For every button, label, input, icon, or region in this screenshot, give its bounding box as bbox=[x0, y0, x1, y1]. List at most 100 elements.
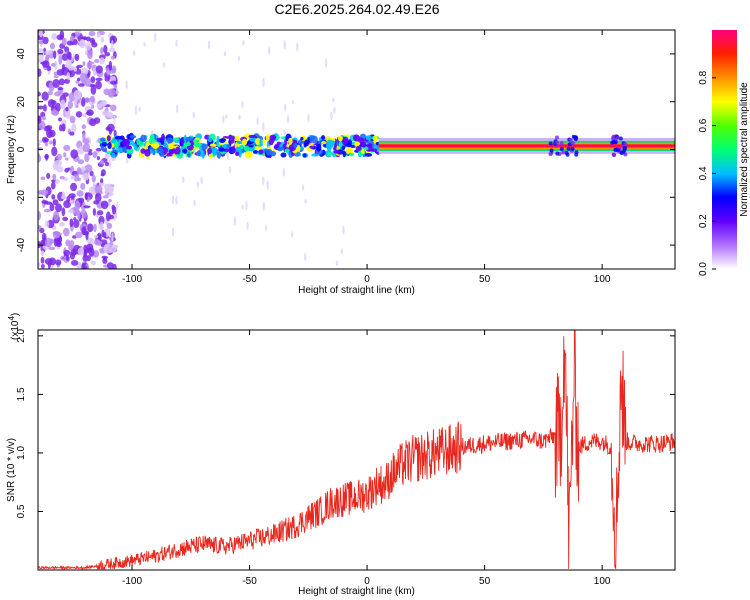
noise-blob bbox=[94, 192, 102, 202]
band-blob bbox=[300, 136, 304, 141]
x-axis-label: Height of straight line (km) bbox=[298, 285, 415, 296]
band-blob bbox=[373, 135, 378, 143]
noise-blob bbox=[58, 55, 63, 66]
noise-blob bbox=[100, 200, 109, 210]
noise-blob bbox=[41, 200, 49, 204]
noise-blob bbox=[61, 53, 69, 61]
noise-blob bbox=[49, 140, 53, 145]
noise-blob bbox=[126, 156, 129, 164]
snr-plot-area bbox=[38, 330, 675, 570]
colorbar-label: Normalized spectral amplitude bbox=[739, 82, 750, 217]
noise-blob bbox=[65, 254, 70, 262]
noise-blob bbox=[38, 139, 43, 144]
band-blob bbox=[302, 153, 307, 158]
band-blob bbox=[228, 134, 233, 141]
noise-blob bbox=[103, 44, 108, 54]
noise-blob bbox=[70, 182, 77, 192]
noise-blob bbox=[262, 201, 266, 211]
band-blob bbox=[233, 135, 241, 142]
noise-blob bbox=[85, 42, 92, 51]
band-blob bbox=[559, 141, 564, 146]
noise-blob bbox=[52, 78, 60, 88]
band-blob bbox=[209, 143, 217, 147]
band-blob bbox=[341, 145, 346, 151]
noise-blob bbox=[79, 39, 86, 49]
noise-blob bbox=[61, 37, 67, 46]
band-blob bbox=[235, 146, 242, 151]
noise-blob bbox=[125, 80, 128, 90]
band-blob bbox=[149, 133, 155, 142]
noise-blob bbox=[193, 199, 196, 207]
band-blob bbox=[173, 137, 180, 141]
noise-blob bbox=[171, 227, 175, 237]
band-blob bbox=[111, 152, 116, 158]
band-blob bbox=[146, 141, 150, 147]
band-blob bbox=[216, 135, 220, 144]
noise-blob bbox=[42, 60, 50, 68]
band-blob bbox=[126, 145, 132, 150]
noise-blob bbox=[56, 241, 62, 248]
noise-blob bbox=[43, 208, 52, 213]
noise-blob bbox=[113, 129, 117, 138]
noise-blob bbox=[175, 39, 178, 47]
noise-blob bbox=[245, 200, 248, 211]
noise-blob bbox=[52, 173, 57, 181]
noise-blob bbox=[48, 90, 53, 96]
noise-blob bbox=[92, 151, 98, 158]
band-blob bbox=[361, 148, 365, 155]
noise-blob bbox=[38, 146, 44, 151]
noise-blob bbox=[291, 100, 295, 105]
band-blob bbox=[309, 145, 314, 149]
noise-blob bbox=[113, 84, 118, 89]
band-blob bbox=[258, 149, 264, 155]
noise-blob bbox=[87, 49, 93, 60]
band-blob bbox=[235, 152, 240, 156]
noise-blob bbox=[207, 40, 211, 50]
noise-blob bbox=[41, 115, 47, 121]
noise-blob bbox=[57, 87, 64, 91]
band-blob bbox=[241, 138, 248, 146]
noise-blob bbox=[92, 207, 96, 216]
noise-blob bbox=[332, 97, 335, 103]
noise-blob bbox=[222, 115, 225, 124]
noise-blob bbox=[51, 179, 57, 183]
noise-blob bbox=[196, 181, 200, 188]
y-tick-label: 2.0 bbox=[16, 328, 27, 342]
noise-blob bbox=[256, 117, 259, 126]
band-blob bbox=[548, 152, 553, 157]
noise-blob bbox=[102, 195, 109, 199]
noise-blob bbox=[77, 77, 81, 82]
band-blob bbox=[610, 140, 615, 145]
noise-blob bbox=[53, 210, 60, 221]
noise-blob bbox=[61, 207, 66, 217]
band-blob bbox=[284, 148, 290, 153]
band-blob bbox=[362, 141, 366, 148]
chart-title: C2E6.2025.264.02.49.E26 bbox=[274, 1, 439, 17]
noise-blob bbox=[73, 66, 78, 72]
noise-blob bbox=[66, 72, 71, 81]
y-tick-label: -20 bbox=[16, 190, 27, 205]
band-blob bbox=[555, 151, 560, 156]
noise-blob bbox=[68, 92, 76, 102]
snr-panel: -100 -50 0 50 100 0.5 1.0 1.5 2.0 Height of strai… bbox=[6, 313, 676, 597]
band-blob bbox=[267, 146, 272, 150]
x-tick-label: -100 bbox=[122, 274, 142, 285]
colorbar: 0.0 0.2 0.4 0.6 0.8 Normalized spectral ampli… bbox=[698, 30, 750, 276]
noise-blob bbox=[63, 144, 71, 152]
band-blob bbox=[320, 141, 327, 145]
x-tick-label: 0 bbox=[364, 576, 370, 587]
noise-blob bbox=[65, 157, 69, 161]
y-tick-label: 0.5 bbox=[16, 504, 27, 518]
noise-blob bbox=[45, 125, 53, 131]
band-blob bbox=[116, 147, 124, 153]
x-tick-label: 50 bbox=[479, 576, 491, 587]
noise-blob bbox=[42, 36, 49, 45]
noise-blob bbox=[58, 78, 65, 86]
noise-blob bbox=[82, 61, 86, 66]
band-blob bbox=[561, 150, 566, 155]
noise-blob bbox=[73, 97, 78, 106]
noise-blob bbox=[102, 231, 107, 239]
noise-blob bbox=[86, 223, 94, 233]
noise-blob bbox=[55, 179, 60, 185]
noise-blob bbox=[55, 259, 62, 266]
